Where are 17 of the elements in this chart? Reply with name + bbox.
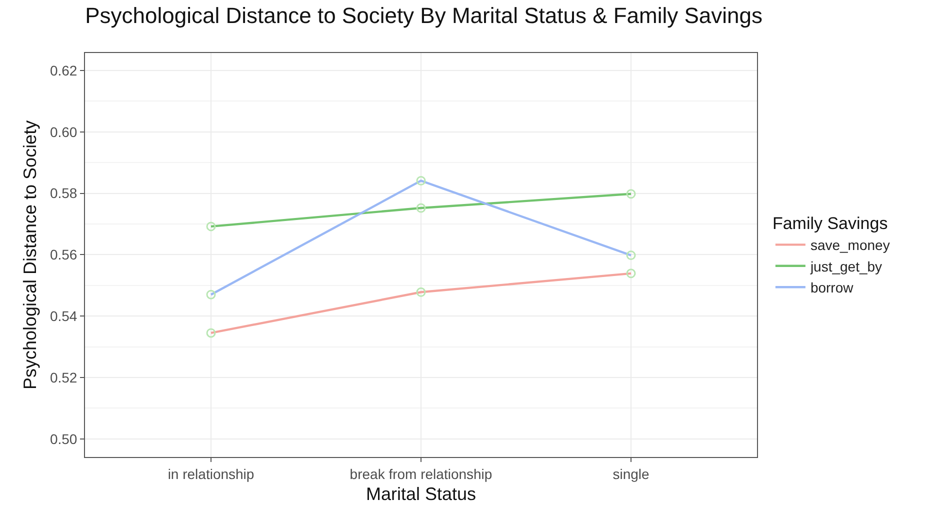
y-tick-label: 0.58 [50,185,78,202]
y-tick-label: 0.60 [50,124,78,140]
y-tick-label: 0.54 [50,308,78,324]
x-tick-label: single [612,466,650,482]
y-tick-label: 0.56 [50,246,78,263]
y-axis-title: Psychological Distance to Society [20,120,40,390]
legend-label: save_money [810,237,890,254]
x-axis-title: Marital Status [366,484,476,504]
x-tick-label: break from relationship [350,466,492,482]
y-tick-label: 0.62 [50,62,78,78]
x-tick-label: in relationship [168,466,254,482]
legend-label: just_get_by [809,258,882,274]
legend-label: borrow [810,280,854,296]
chart-title: Psychological Distance to Society By Marital Status & Family Savings [85,3,763,28]
legend-title: Family Savings [772,214,888,234]
y-tick-label: 0.50 [50,430,78,447]
y-tick-label: 0.52 [50,369,78,386]
